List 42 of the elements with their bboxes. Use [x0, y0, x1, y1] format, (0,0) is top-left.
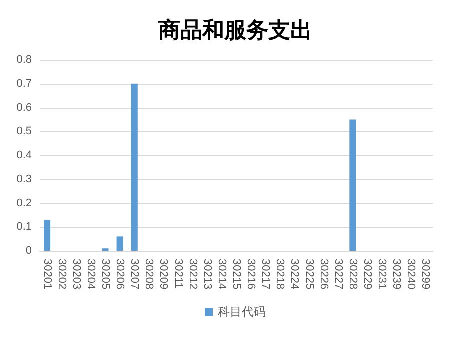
- x-tick-label: 30206: [114, 259, 126, 290]
- x-tick-label: 30213: [201, 259, 214, 290]
- y-tick-label: 0.8: [16, 54, 32, 66]
- chart-title: 商品和服务支出: [158, 18, 312, 42]
- x-tick-label: 30229: [362, 259, 374, 290]
- x-tick-label: 30218: [274, 259, 286, 290]
- x-tick-label: 30224: [288, 259, 301, 290]
- x-tick-label: 30215: [230, 259, 242, 290]
- y-tick-label: 0.4: [16, 150, 32, 162]
- x-tick-label: 30205: [100, 259, 112, 290]
- x-tick-label: 30211: [172, 259, 184, 289]
- x-tick-label: 30228: [346, 259, 359, 290]
- x-tick-label: 30212: [186, 259, 199, 290]
- x-tick-label: 30208: [143, 259, 156, 290]
- y-tick-label: 0.6: [16, 102, 32, 114]
- y-tick-label: 0.7: [16, 78, 32, 90]
- x-tick-label: 30231: [376, 259, 388, 290]
- x-tick-label: 30225: [303, 259, 316, 290]
- bar: [350, 120, 356, 251]
- x-tick-label: 30227: [332, 259, 344, 290]
- y-tick-label: 0.5: [16, 126, 32, 138]
- x-tick-label: 30299: [420, 259, 432, 290]
- x-tick-label: 30226: [318, 259, 330, 290]
- bar: [116, 236, 124, 251]
- x-tick-label: 30239: [390, 259, 403, 290]
- x-tick-label: 30201: [41, 259, 54, 290]
- y-tick-label: 0.1: [16, 221, 32, 234]
- x-tick-label: 30214: [216, 259, 228, 290]
- x-tick-label: 30207: [128, 259, 141, 290]
- x-tick-label: 30202: [56, 259, 68, 290]
- y-tick-label: 0.3: [16, 173, 32, 186]
- bar: [44, 220, 51, 251]
- y-tick-label: 0: [26, 245, 32, 257]
- x-tick-label: 30209: [158, 259, 170, 290]
- bar: [131, 84, 138, 251]
- x-tick-label: 30204: [84, 259, 97, 290]
- x-tick-label: 30217: [260, 259, 272, 290]
- y-tick-label: 0.2: [16, 197, 32, 210]
- x-tick-label: 30216: [245, 259, 258, 290]
- x-tick-label: 30240: [405, 259, 418, 290]
- x-tick-label: 30203: [70, 259, 82, 290]
- legend-label: 科目代码: [218, 305, 266, 319]
